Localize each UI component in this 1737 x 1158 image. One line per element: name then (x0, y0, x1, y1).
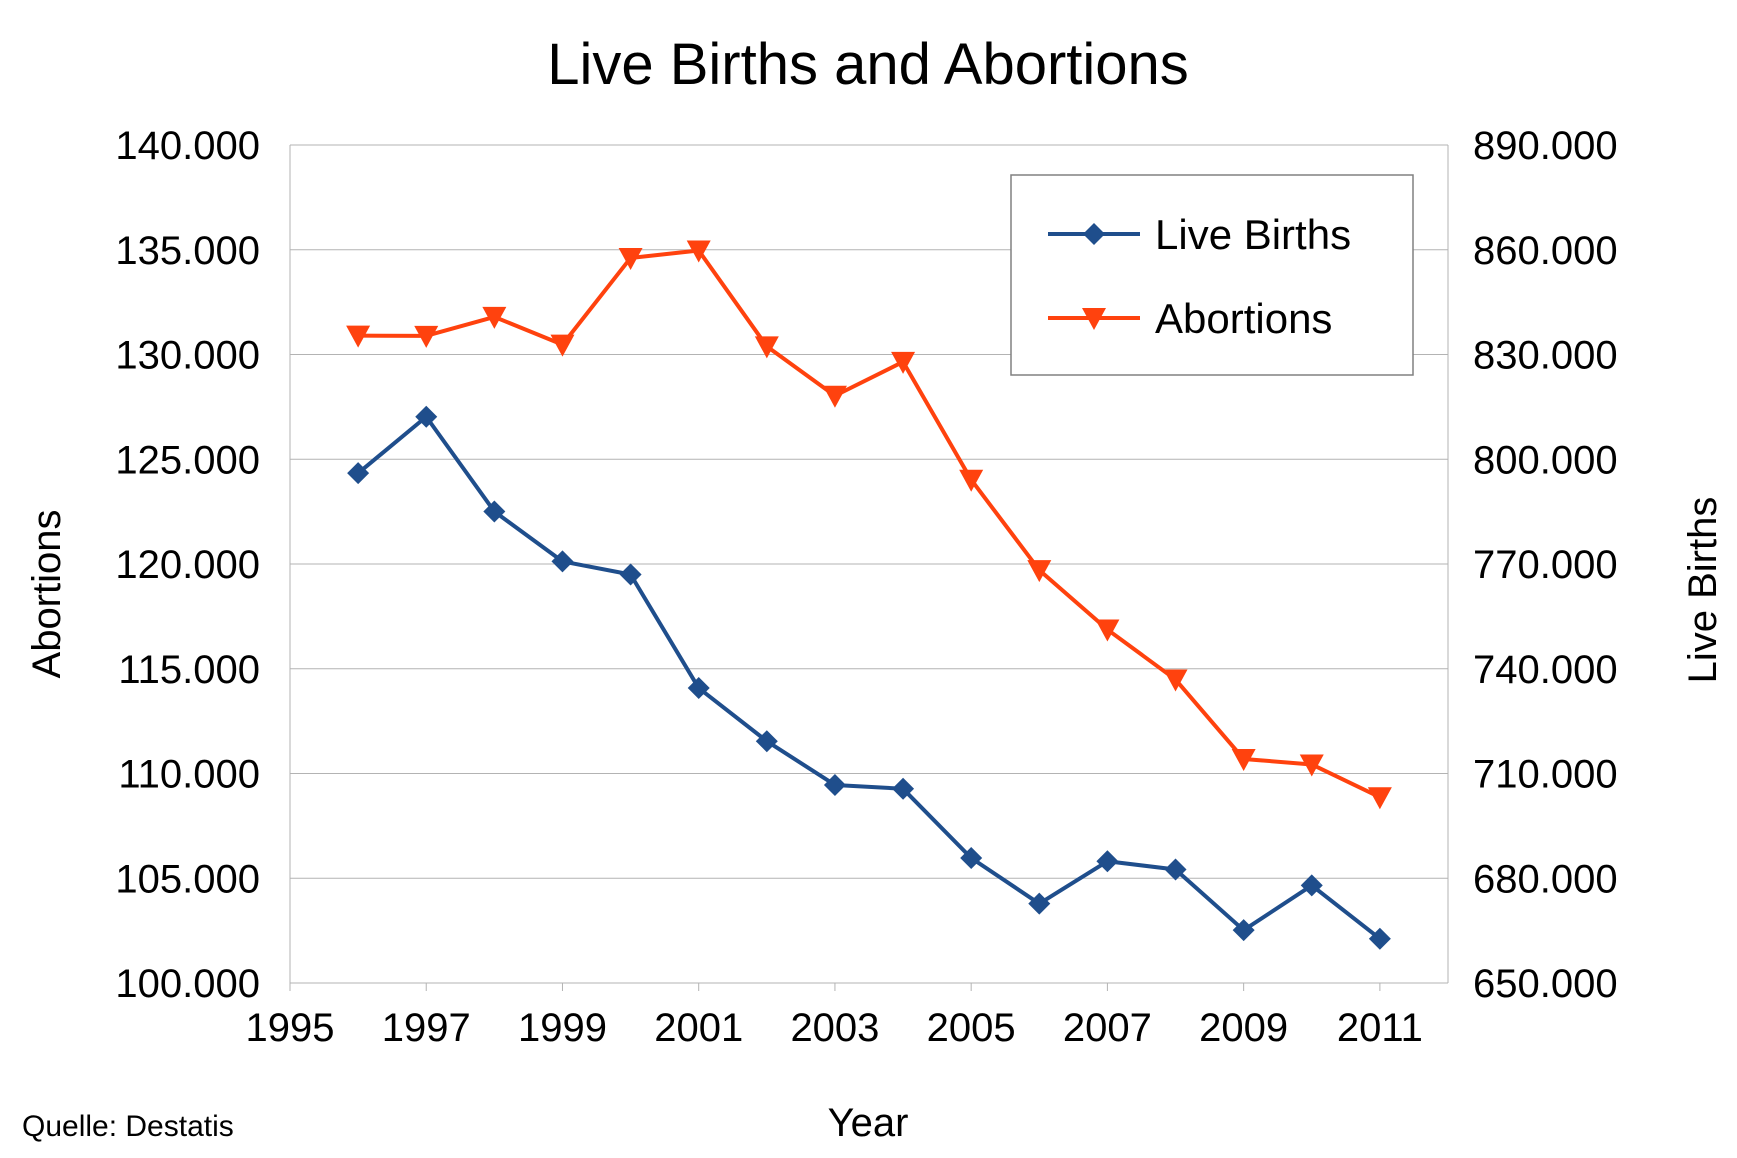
series-layer (346, 240, 1392, 950)
live-births-point (687, 677, 710, 700)
abortions-point (1367, 787, 1392, 810)
x-tick-label: 2003 (790, 1006, 879, 1050)
abortions-point (686, 240, 711, 263)
x-tick-label: 1995 (246, 1006, 335, 1050)
right-y-tick-label: 740.000 (1473, 648, 1618, 692)
x-axis-label: Year (828, 1101, 909, 1145)
grid-lines (289, 144, 1449, 984)
left-y-tick-label: 135.000 (115, 229, 260, 273)
legend-triangle-marker (1082, 308, 1106, 330)
live-births-point (619, 563, 642, 586)
live-births-point (1300, 874, 1323, 897)
right-y-tick-label: 650.000 (1473, 962, 1618, 1006)
abortions-point (346, 325, 371, 348)
abortions-point (891, 351, 916, 374)
abortions-point (1231, 748, 1256, 771)
left-y-tick-labels: 100.000 105.000 110.000 115.000 120.000 125.0… (115, 124, 260, 1006)
live-births-point (823, 773, 846, 796)
abortions-point (618, 247, 643, 270)
x-tick-labels: 1995 1997 1999 2001 2003 2005 2007 2009 2011 (246, 983, 1423, 1050)
left-y-tick-label: 140.000 (115, 124, 260, 168)
x-tick-label: 2011 (1337, 1006, 1423, 1050)
left-y-tick-label: 120.000 (115, 543, 260, 587)
live-births-point (892, 777, 915, 800)
abortions-point (1163, 669, 1188, 692)
live-births-point (960, 847, 983, 870)
source-note: Quelle: Destatis (22, 1110, 234, 1143)
live-births-line (356, 414, 1382, 941)
x-tick-label: 2005 (927, 1006, 1016, 1050)
live-births-point (415, 405, 438, 428)
live-births-point (1164, 858, 1187, 881)
x-tick-label: 1999 (518, 1006, 607, 1050)
legend-entry-label: Abortions (1155, 295, 1332, 342)
right-y-tick-label: 830.000 (1473, 334, 1618, 378)
abortions-point (550, 334, 575, 357)
live-births-point (1368, 927, 1391, 950)
right-y-axis-label: Live Births (1681, 497, 1725, 684)
abortions-point (1095, 619, 1120, 642)
live-births-point (551, 550, 574, 573)
live-births-point (1096, 850, 1119, 873)
right-y-tick-label: 800.000 (1473, 438, 1618, 482)
right-y-tick-label: 680.000 (1473, 857, 1618, 901)
legend-box (1010, 174, 1414, 376)
left-y-tick-label: 125.000 (115, 438, 260, 482)
abortions-line (358, 248, 1381, 800)
live-births-point (1028, 892, 1051, 915)
left-y-tick-label: 100.000 (115, 962, 260, 1006)
right-y-tick-label: 710.000 (1473, 753, 1618, 797)
x-tick-label: 1997 (382, 1006, 471, 1050)
left-y-tick-label: 105.000 (115, 857, 260, 901)
live-births-point (347, 462, 370, 485)
abortions-point (822, 385, 847, 408)
left-y-tick-label: 130.000 (115, 334, 260, 378)
live-births-point (483, 500, 506, 523)
abortions-point (1299, 754, 1324, 777)
left-y-axis-label: Abortions (25, 510, 69, 679)
x-tick-label: 2007 (1063, 1006, 1152, 1050)
right-y-tick-label: 770.000 (1473, 543, 1618, 587)
live-births-point (755, 730, 778, 753)
legend-diamond-marker (1083, 223, 1105, 245)
abortions-point (1027, 560, 1052, 583)
abortions-point (959, 469, 984, 492)
abortions-point (754, 336, 779, 359)
legend: Live Births Abortions (1010, 174, 1414, 376)
x-tick-label: 2001 (654, 1006, 743, 1050)
legend-entry-label: Live Births (1155, 211, 1351, 258)
live-births-point (1232, 919, 1255, 942)
abortions-point (482, 306, 507, 329)
right-y-tick-label: 860.000 (1473, 229, 1618, 273)
x-tick-label: 2009 (1199, 1006, 1288, 1050)
abortions-point (414, 325, 439, 348)
right-y-tick-labels: 650.000 680.000 710.000 740.000 770.000 800.0… (1473, 124, 1618, 1006)
left-y-tick-label: 115.000 (118, 648, 260, 692)
chart-title: Live Births and Abortions (547, 32, 1189, 97)
left-y-tick-label: 110.000 (118, 753, 260, 797)
right-y-tick-label: 890.000 (1473, 124, 1618, 168)
